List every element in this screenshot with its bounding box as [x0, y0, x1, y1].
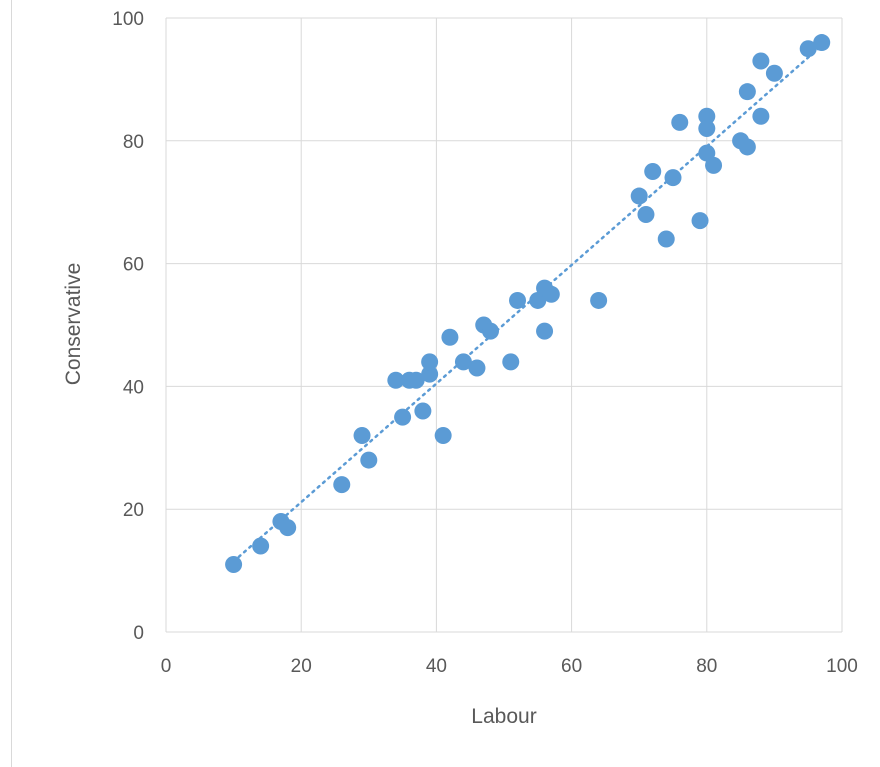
data-point	[434, 427, 452, 445]
data-point	[752, 52, 770, 70]
x-axis-tick-labels: 0 20 40 60 80 100	[161, 656, 858, 677]
data-point	[414, 402, 432, 420]
data-point	[252, 537, 270, 555]
x-axis-title: Labour	[471, 705, 536, 728]
y-tick-label: 40	[123, 377, 144, 398]
data-point	[799, 40, 817, 58]
data-point	[421, 353, 439, 371]
data-point	[387, 371, 405, 389]
data-point	[590, 291, 608, 309]
data-point	[441, 328, 459, 346]
data-point	[536, 322, 554, 340]
data-point	[353, 427, 371, 445]
data-point	[738, 138, 756, 156]
chart-frame	[11, 0, 880, 767]
x-tick-label: 100	[826, 656, 858, 677]
data-point	[813, 34, 831, 52]
data-point	[671, 113, 689, 131]
y-tick-label: 20	[123, 500, 144, 521]
y-tick-label: 80	[123, 132, 144, 153]
data-point	[637, 205, 655, 223]
data-point	[394, 408, 412, 426]
data-point	[407, 371, 425, 389]
data-points	[225, 34, 831, 573]
data-point	[698, 107, 716, 125]
data-point	[698, 120, 716, 138]
x-tick-label: 20	[291, 656, 312, 677]
data-point	[644, 163, 662, 180]
data-point	[502, 353, 520, 371]
data-point	[705, 156, 723, 174]
x-tick-label: 80	[696, 656, 717, 677]
data-point	[360, 451, 378, 469]
data-point	[752, 107, 770, 125]
data-point	[279, 519, 297, 537]
x-tick-label: 60	[561, 656, 582, 677]
data-point	[738, 83, 756, 101]
data-point	[765, 64, 783, 82]
data-point	[421, 365, 439, 383]
data-point	[333, 476, 351, 494]
data-point	[509, 291, 527, 309]
y-axis-tick-labels: 0 20 40 60 80 100	[112, 9, 144, 644]
y-tick-label: 60	[123, 255, 144, 276]
data-point	[630, 187, 648, 205]
data-point	[468, 359, 486, 377]
linear-trendline	[232, 44, 823, 563]
y-axis-title: Conservative	[62, 263, 85, 386]
data-point	[481, 322, 499, 340]
data-point	[542, 285, 560, 303]
y-tick-label: 100	[112, 9, 144, 30]
data-point	[691, 212, 709, 230]
x-tick-label: 40	[426, 656, 447, 677]
x-tick-label: 0	[161, 656, 172, 677]
trendline-layer	[232, 44, 823, 563]
data-point	[454, 353, 472, 371]
data-point	[664, 169, 682, 187]
data-point	[657, 230, 675, 248]
data-point	[225, 555, 243, 573]
y-tick-label: 0	[133, 623, 144, 644]
